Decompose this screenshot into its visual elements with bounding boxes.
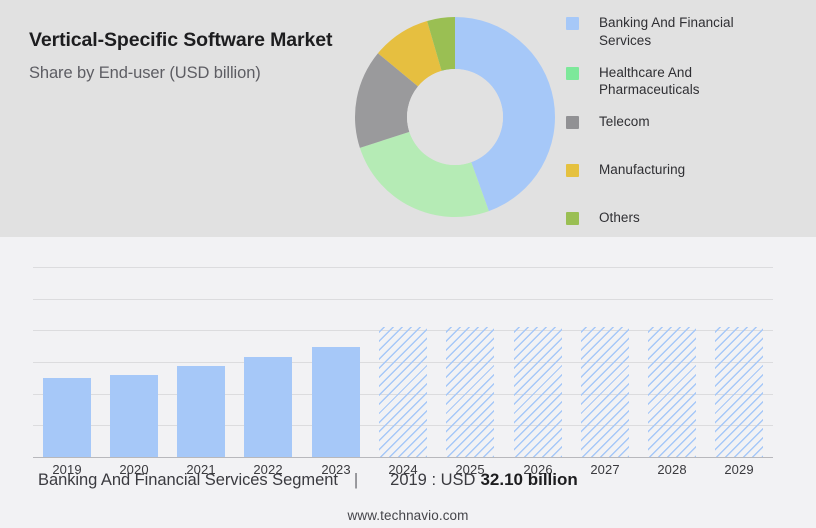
bar-2027[interactable]	[581, 327, 629, 457]
bar-2019[interactable]	[43, 378, 91, 457]
donut-slice[interactable]	[377, 20, 442, 87]
bar-2020[interactable]	[110, 375, 158, 457]
legend-item-telecom[interactable]: Telecom	[566, 113, 806, 147]
x-axis-line	[33, 457, 773, 458]
x-axis-label-2024: 2024	[388, 462, 418, 477]
bar-series	[33, 267, 773, 458]
title-block: Vertical-Specific Software Market Share …	[29, 28, 349, 84]
website-url: www.technavio.com	[347, 508, 469, 523]
bar-2021[interactable]	[177, 366, 225, 457]
legend-item-label: Others	[599, 210, 640, 226]
x-axis-label-2028: 2028	[657, 462, 687, 477]
bar-2029[interactable]	[715, 327, 763, 457]
footer-year-label: 2019 : USD	[390, 471, 476, 489]
legend-swatch-icon	[566, 66, 579, 80]
footer-value: 32.10 billion	[480, 470, 578, 489]
bar-2022[interactable]	[244, 357, 292, 457]
x-axis-label-2026: 2026	[523, 462, 553, 477]
bar-2025[interactable]	[446, 327, 494, 457]
x-axis-label-2021: 2021	[186, 462, 216, 477]
legend-item-label: Banking And Financial Services	[599, 15, 734, 48]
donut-chart	[352, 14, 558, 220]
page-subtitle: Share by End-user (USD billion)	[29, 63, 261, 82]
bar-chart-plot	[33, 267, 773, 458]
x-axis-label-2019: 2019	[52, 462, 82, 477]
legend-item-label: Telecom	[599, 114, 650, 130]
legend-swatch-icon	[566, 164, 579, 178]
donut-panel: Vertical-Specific Software Market Share …	[0, 0, 816, 237]
page-title: Vertical-Specific Software Market	[29, 29, 333, 51]
x-axis-labels: 2019 2020 2021 2022 2023 2024 2025 2026 2027 2028…	[33, 462, 773, 482]
gridline	[33, 299, 773, 300]
bar-chart-panel: 2019 2020 2021 2022 2023 2024 2025 2026 2027 2028…	[0, 237, 816, 528]
bar-2023[interactable]	[312, 347, 360, 457]
donut-slice[interactable]	[455, 17, 555, 212]
x-axis-label-2029: 2029	[724, 462, 754, 477]
donut-hole	[407, 69, 503, 165]
donut-slice[interactable]	[355, 53, 419, 148]
legend-item-label: Healthcare And Pharmaceuticals	[599, 64, 700, 98]
footer-summary: Banking And Financial Services Segment | 2…	[38, 470, 578, 490]
bar-2028[interactable]	[648, 327, 696, 457]
donut-slice[interactable]	[427, 17, 455, 71]
legend-item-label: Manufacturing	[599, 162, 686, 178]
x-axis-label-2023: 2023	[321, 462, 351, 477]
legend-swatch-icon	[566, 17, 579, 30]
footer-separator: |	[353, 471, 359, 489]
legend-item-others[interactable]: Others	[566, 209, 806, 243]
bar-2026[interactable]	[514, 327, 562, 457]
legend: Banking And Financial Services Healthcar…	[566, 14, 806, 257]
legend-item-healthcare-and-pharmaceuticals[interactable]: Healthcare And Pharmaceuticals	[566, 64, 806, 100]
legend-item-banking-and-financial-services[interactable]: Banking And Financial Services	[566, 14, 806, 50]
x-axis-label-2025: 2025	[455, 462, 485, 477]
legend-item-manufacturing[interactable]: Manufacturing	[566, 161, 806, 195]
bar-2024[interactable]	[379, 327, 427, 457]
x-axis-label-2027: 2027	[590, 462, 620, 477]
legend-swatch-icon	[566, 212, 579, 226]
x-axis-label-2020: 2020	[119, 462, 149, 477]
footer-segment-label: Banking And Financial Services Segment	[38, 471, 338, 489]
legend-swatch-icon	[566, 116, 579, 130]
gridline	[33, 267, 773, 268]
x-axis-label-2022: 2022	[253, 462, 283, 477]
donut-chart-svg	[355, 17, 555, 217]
donut-slice[interactable]	[359, 131, 489, 217]
